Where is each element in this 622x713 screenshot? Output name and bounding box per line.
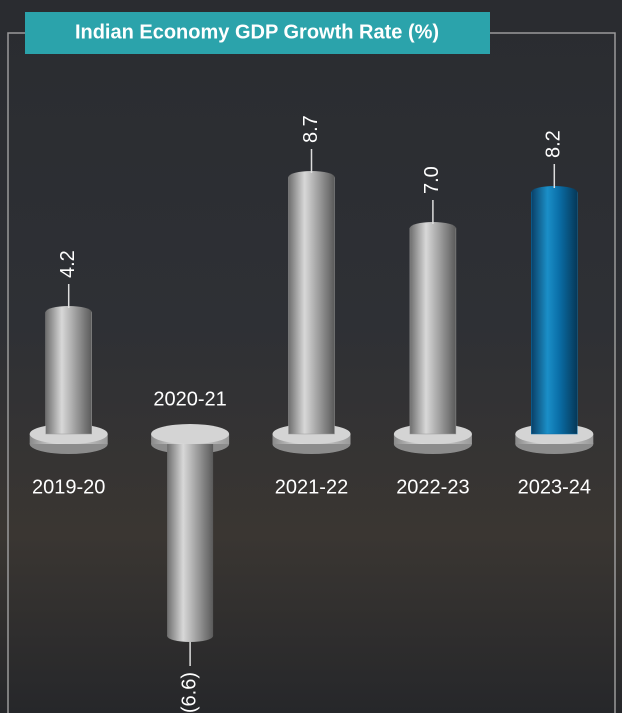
x-tick-label: 2023-24 xyxy=(518,476,591,498)
value-label: (6.6) xyxy=(178,672,200,713)
chart: Indian Economy GDP Growth Rate (%) 4.2 20… xyxy=(0,0,622,713)
base-disk xyxy=(151,424,229,444)
x-tick-label: 2021-22 xyxy=(275,476,348,498)
x-tick-label: 2020-21 xyxy=(153,388,226,410)
x-tick-label: 2019-20 xyxy=(32,476,105,498)
chart-title: Indian Economy GDP Growth Rate (%) xyxy=(75,21,439,43)
page: {"chart_data": {"type": "bar", "title": … xyxy=(0,0,622,713)
bar-cap xyxy=(167,630,213,642)
value-label: 4.2 xyxy=(57,250,79,278)
value-label: 8.7 xyxy=(300,115,322,143)
bar xyxy=(410,228,456,434)
bar xyxy=(167,444,213,636)
bar xyxy=(46,312,92,434)
value-label: 7.0 xyxy=(421,166,443,194)
value-label: 8.2 xyxy=(543,130,565,158)
x-tick-label: 2022-23 xyxy=(396,476,469,498)
bar xyxy=(531,192,577,434)
bar xyxy=(289,177,335,434)
